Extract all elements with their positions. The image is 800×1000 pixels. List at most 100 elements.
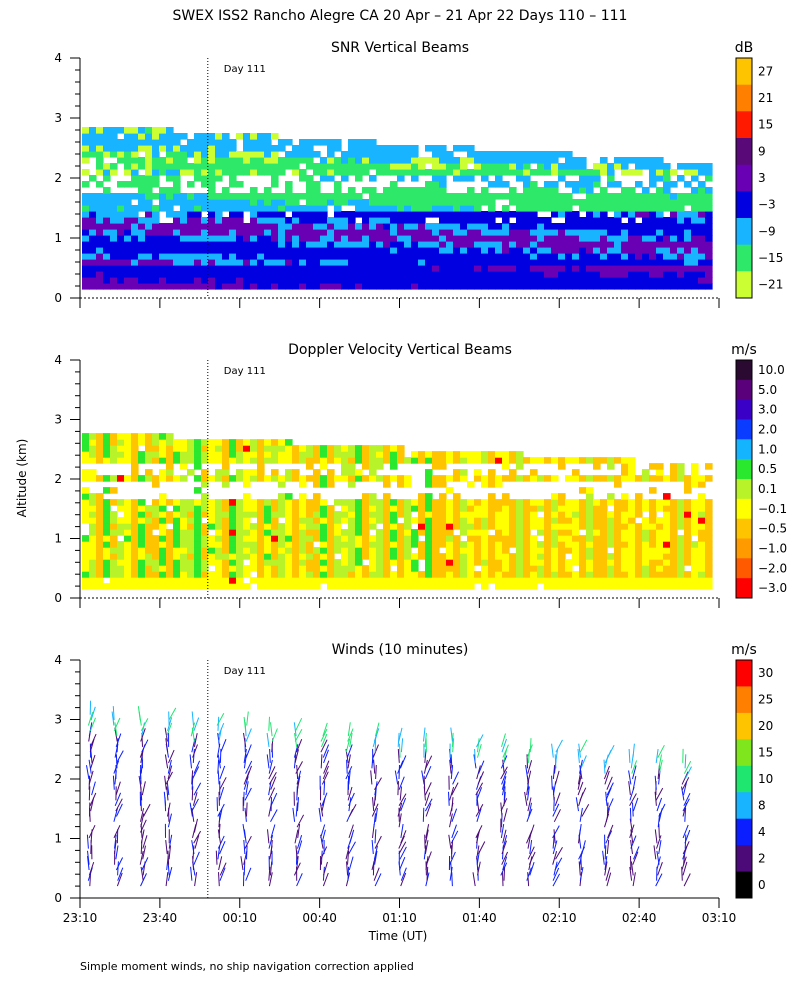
velocity-cell [355,475,363,482]
snr-cell [110,169,118,176]
snr-cell [642,283,650,290]
velocity-cell [82,487,90,494]
velocity-cell [439,577,447,584]
velocity-cell [320,481,328,488]
velocity-cell [579,553,587,560]
velocity-cell [152,541,160,548]
y-tick-label: 4 [54,51,62,65]
velocity-cell [89,457,97,464]
snr-cell [586,229,594,236]
velocity-cell [642,565,650,572]
velocity-cell [509,583,517,590]
snr-cell [194,223,202,230]
velocity-cell [446,553,454,560]
wind-barb [476,734,484,748]
snr-cell [348,223,356,230]
velocity-cell [579,499,587,506]
velocity-cell [208,511,216,518]
snr-cell [278,205,286,212]
snr-cell [453,241,461,248]
snr-cell [383,205,391,212]
snr-cell [124,253,132,260]
wind-barb [657,744,665,758]
snr-cell [313,205,321,212]
wind-barb [163,791,167,806]
velocity-cell [558,565,566,572]
snr-cell [124,163,132,170]
snr-cell [264,265,272,272]
velocity-cell [460,541,468,548]
snr-cell [544,163,552,170]
snr-cell [292,247,300,254]
snr-cell [509,253,517,260]
velocity-cell [397,547,405,554]
snr-cell [397,193,405,200]
velocity-cell [418,547,426,554]
colorbar-swatch [736,518,752,539]
velocity-cell [460,475,468,482]
velocity-cell [705,577,713,584]
snr-cell [691,235,699,242]
velocity-cell [82,577,90,584]
velocity-cell [432,535,440,542]
snr-cell [481,151,489,158]
wind-barb [268,781,272,796]
wind-barb [218,823,221,838]
snr-cell [460,217,468,224]
velocity-cell [194,487,202,494]
wind-barb [245,781,249,796]
velocity-cell [523,541,531,548]
velocity-cell [124,577,132,584]
snr-cell [530,277,538,284]
snr-cell [138,235,146,242]
snr-cell [411,145,419,152]
velocity-cell [96,547,104,554]
velocity-cell [278,493,286,500]
snr-cell [229,253,237,260]
wind-barb [167,759,172,774]
snr-cell [285,181,293,188]
snr-cell [572,265,580,272]
velocity-cell [411,499,419,506]
velocity-cell [453,457,461,464]
snr-cell [614,205,622,212]
snr-cell [621,163,629,170]
velocity-cell [579,565,587,572]
snr-cell [180,145,188,152]
snr-cell [628,259,636,266]
wind-barb [245,867,252,881]
snr-cell [166,271,174,278]
snr-cell [453,283,461,290]
snr-cell [271,235,279,242]
velocity-cell [341,475,349,482]
velocity-cell [677,499,685,506]
snr-cell [579,181,587,188]
snr-cell [271,283,279,290]
snr-cell [537,271,545,278]
velocity-cell [593,559,601,566]
velocity-cell [152,475,160,482]
snr-cell [299,229,307,236]
velocity-cell [383,505,391,512]
wind-barb [268,716,270,731]
colorbar-tick-label: −3.0 [758,581,787,595]
snr-cell [82,235,90,242]
snr-cell [516,247,524,254]
snr-cell [656,157,664,164]
snr-cell [222,265,230,272]
velocity-cell [621,463,629,470]
snr-cell [124,133,132,140]
velocity-cell [656,529,664,536]
snr-cell [698,169,706,176]
snr-cell [600,193,608,200]
wind-barb [682,841,690,855]
snr-cell [117,235,125,242]
velocity-cell [607,583,615,590]
snr-cell [278,157,286,164]
snr-cell [649,271,657,278]
snr-cell [257,241,265,248]
snr-cell [439,151,447,158]
snr-cell [579,253,587,260]
snr-cell [621,271,629,278]
velocity-cell [383,511,391,518]
